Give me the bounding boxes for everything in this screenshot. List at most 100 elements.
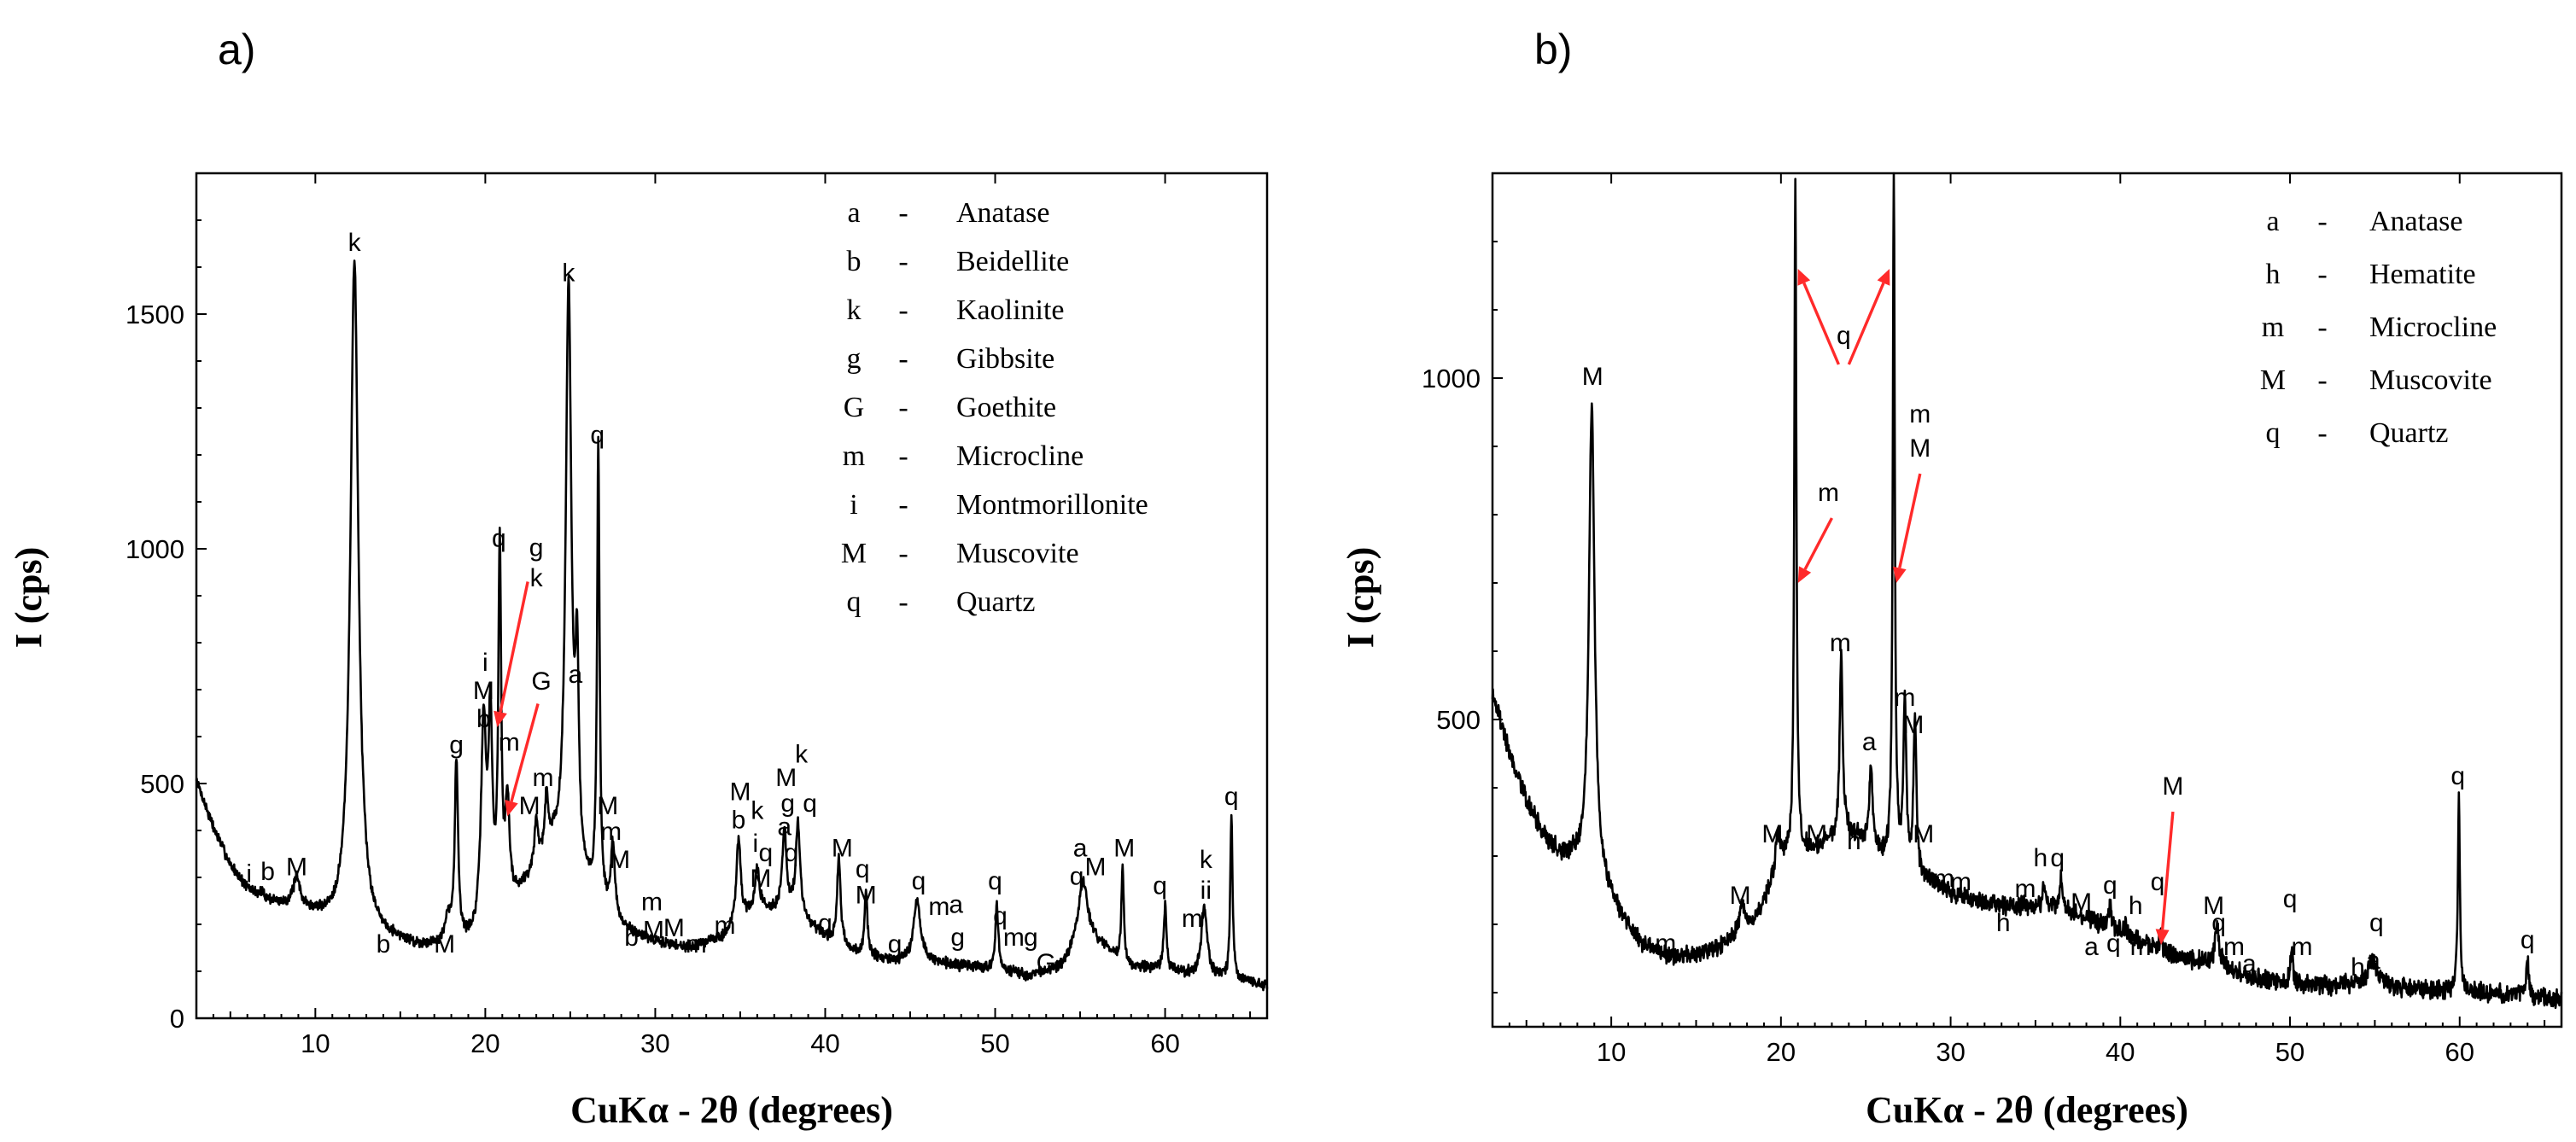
peak-label: m	[2130, 933, 2152, 961]
peak-label: G	[1037, 949, 1056, 977]
panel-a-x-ticks: 10 20 30 40 50 60	[196, 173, 1268, 1058]
peak-label: M	[750, 865, 771, 893]
legend-name: Anatase	[956, 197, 1050, 229]
peak-label: q	[2369, 909, 2384, 937]
peak-label: m	[641, 889, 663, 917]
peak-label: h	[1996, 909, 2011, 937]
peak-label: b	[624, 924, 639, 952]
legend-name: Muscovite	[2369, 364, 2492, 396]
panel-a-legend: a - Anatase b - Beidellite k - Kaolinite g - Gibbsi…	[841, 197, 1148, 618]
legend-symbol: q	[2266, 417, 2281, 449]
peak-label: ii	[1200, 877, 1212, 905]
panel-b-x-axis-title: CuKα - 2θ (degrees)	[1866, 1089, 2188, 1131]
legend-dash: -	[2317, 364, 2327, 396]
peak-label: q	[803, 789, 817, 818]
legend-dash: -	[898, 343, 908, 375]
peak-label: b	[377, 930, 391, 958]
legend-dash: -	[898, 197, 908, 229]
peak-label: q	[2521, 926, 2535, 954]
peak-label: i	[482, 649, 488, 677]
annotation-arrow	[1802, 282, 1840, 365]
peak-label: q	[856, 855, 870, 883]
peak-label: q	[590, 421, 605, 449]
peak-label: M	[1084, 853, 1106, 881]
peak-label: q	[758, 839, 773, 867]
arrow-head	[2155, 929, 2170, 945]
annotation-arrow	[499, 581, 529, 713]
peak-label: m	[2015, 875, 2036, 903]
peak-label: M	[856, 881, 877, 909]
peak-label: k	[530, 564, 544, 592]
peak-label: M	[643, 917, 664, 945]
peak-label: g	[950, 924, 965, 952]
peak-label: M	[775, 764, 797, 792]
panel-a-plot-frame	[195, 172, 1269, 1020]
y-tick-label: 0	[170, 1004, 184, 1034]
y-tick-label: 500	[140, 769, 184, 799]
panel-a-y-ticks: 0 500 1000 1500	[126, 172, 207, 1034]
arrow-head	[1797, 269, 1811, 286]
peak-label: m	[2223, 933, 2245, 961]
peak-label: m	[715, 912, 736, 940]
peak-label: b	[476, 705, 491, 733]
peak-label: M	[663, 914, 685, 942]
peak-label: M	[2203, 892, 2224, 920]
legend-symbol: k	[847, 294, 862, 326]
peak-label: m	[928, 893, 949, 921]
legend-dash: -	[2317, 312, 2327, 343]
peak-label: m	[533, 764, 554, 792]
annotation-arrow	[1847, 282, 1885, 365]
peak-label: m	[686, 930, 707, 958]
peak-label: q	[1837, 322, 1851, 350]
peak-label: q	[912, 867, 926, 895]
peak-label: m	[1818, 479, 1839, 507]
legend-name: Goethite	[956, 392, 1056, 423]
legend-symbol: a	[2266, 206, 2279, 237]
peak-label: a	[569, 661, 583, 689]
peak-label: h	[2129, 892, 2143, 920]
peak-label: M	[729, 778, 751, 806]
peak-label: M	[519, 792, 540, 820]
arrow-head	[1797, 566, 1812, 583]
peak-label: M	[434, 930, 455, 958]
annotation-arrow	[510, 703, 540, 802]
peak-label: a	[1862, 728, 1877, 756]
x-tick-label: 10	[301, 1028, 330, 1058]
peak-label: a	[949, 890, 963, 918]
peak-label: M	[1730, 882, 1751, 910]
legend-dash: -	[2317, 206, 2327, 237]
legend-symbol: q	[847, 586, 862, 618]
x-tick-label: 60	[2445, 1037, 2474, 1067]
legend-name: Muscovite	[956, 538, 1079, 569]
peak-label: m	[2291, 933, 2312, 961]
legend-dash: -	[2317, 259, 2327, 290]
panel-a-letter: a)	[218, 26, 255, 73]
legend-dash: -	[898, 294, 908, 326]
peak-label: q	[2103, 871, 2117, 900]
y-tick-label: 1000	[1422, 364, 1481, 393]
peak-label: M	[1902, 711, 1924, 739]
peak-label: m	[1950, 868, 1971, 896]
x-tick-label: 40	[2106, 1037, 2135, 1067]
legend-symbol: M	[2260, 364, 2286, 396]
arrow-head	[494, 710, 507, 727]
peak-label: q	[492, 524, 506, 552]
arrow-head	[1892, 566, 1907, 583]
peak-label: m	[1830, 629, 1851, 657]
legend-name: Anatase	[2369, 206, 2463, 237]
peak-label: m	[1894, 684, 1915, 712]
legend-name: Montmorillonite	[956, 489, 1148, 521]
peak-label: q	[1153, 871, 1167, 900]
peak-label: G	[531, 667, 551, 696]
legend-name: Quartz	[2369, 417, 2449, 449]
peak-label: g	[449, 731, 464, 759]
legend-dash: -	[2317, 417, 2327, 449]
legend-dash: -	[898, 392, 908, 423]
arrow-head	[1877, 269, 1890, 286]
legend-name: Hematite	[2369, 259, 2476, 290]
peak-label: k	[562, 259, 575, 288]
peak-label: i	[246, 860, 252, 889]
